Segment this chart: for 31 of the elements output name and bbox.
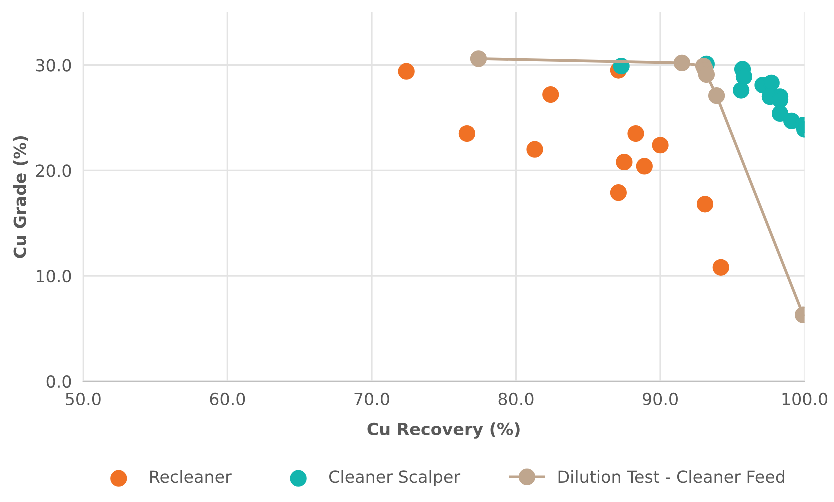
point bbox=[610, 184, 627, 202]
y-tick-label: 30.0 bbox=[36, 59, 72, 72]
point bbox=[733, 82, 750, 99]
point bbox=[772, 105, 789, 122]
point bbox=[616, 154, 633, 171]
x-tick-label: 100.0 bbox=[782, 392, 828, 406]
point bbox=[526, 141, 544, 158]
point bbox=[458, 125, 476, 142]
x-tick-label: 60.0 bbox=[210, 392, 246, 406]
point bbox=[398, 63, 415, 80]
x-tick-label: 80.0 bbox=[498, 392, 534, 406]
y-axis-title: Cu Grade (%) bbox=[13, 136, 28, 258]
point bbox=[696, 196, 714, 213]
y-tick-label: 10.0 bbox=[37, 270, 72, 283]
point bbox=[542, 86, 560, 104]
x-axis-title: Cu Recovery (%) bbox=[368, 422, 520, 439]
point bbox=[636, 158, 653, 175]
point bbox=[470, 50, 488, 68]
y-tick-label: 0.0 bbox=[46, 375, 72, 388]
x-tick-label: 50.0 bbox=[66, 392, 101, 406]
point bbox=[674, 54, 691, 72]
legend-label: Cleaner Scalper bbox=[330, 470, 461, 486]
point bbox=[712, 259, 730, 276]
x-tick-label: 70.0 bbox=[354, 392, 390, 406]
point bbox=[652, 137, 669, 154]
y-tick-label: 20.0 bbox=[36, 164, 72, 178]
point bbox=[628, 125, 644, 142]
legend-label: Dilution Test - Cleaner Feed bbox=[558, 470, 784, 484]
legend-label: Recleaner bbox=[150, 470, 232, 484]
x-tick-label: 90.0 bbox=[643, 392, 678, 406]
point bbox=[708, 88, 726, 104]
